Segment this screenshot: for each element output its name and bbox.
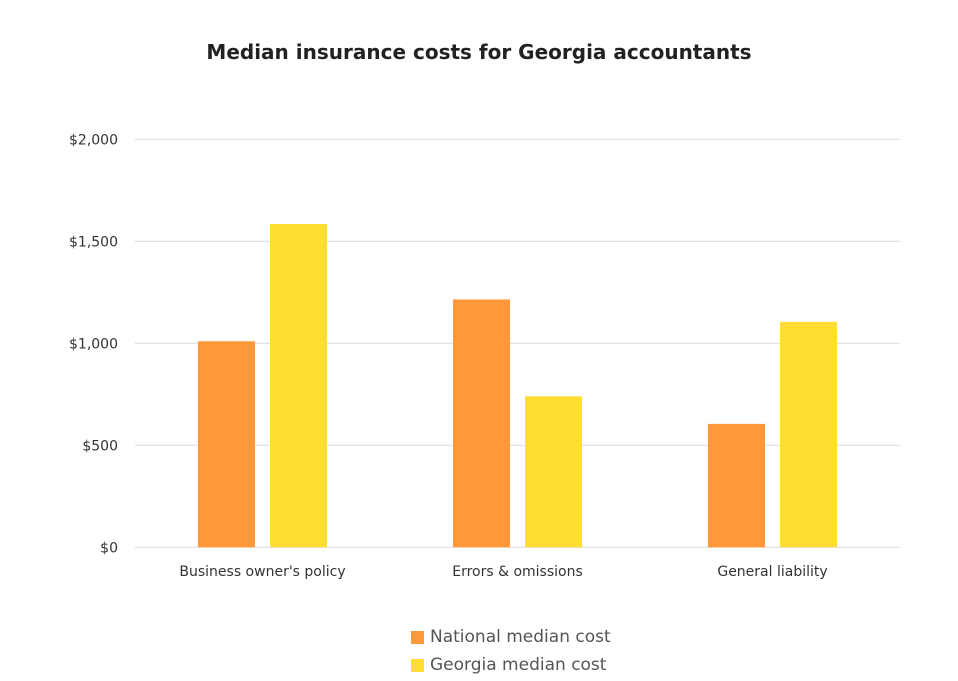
bar (198, 341, 255, 548)
x-tick-label: Business owner's policy (179, 564, 345, 580)
legend-swatch-national (411, 630, 424, 644)
bar-chart: $0 $500 $1,000 $1,500 $2,000 Business owner's… (69, 132, 900, 580)
legend-swatch-georgia (411, 658, 424, 672)
legend-item-georgia: Georgia median cost (411, 655, 606, 675)
y-tick-label: $1,500 (69, 234, 118, 250)
legend-label-national: National median cost (430, 627, 611, 647)
y-tick-label: $1,000 (69, 336, 118, 352)
bar (453, 299, 510, 548)
x-tick-label: Errors & omissions (452, 564, 583, 580)
bar (270, 223, 327, 548)
y-tick-label: $2,000 (69, 132, 118, 148)
legend-item-national: National median cost (411, 627, 611, 647)
x-tick-label: General liability (717, 564, 827, 580)
bar (780, 321, 837, 548)
legend-label-georgia: Georgia median cost (430, 655, 607, 675)
bar (525, 396, 582, 548)
chart-title: Median insurance costs for Georgia accou… (206, 40, 752, 64)
y-tick-label: $0 (100, 540, 118, 556)
bar (708, 423, 765, 548)
y-tick-label: $500 (82, 438, 118, 454)
